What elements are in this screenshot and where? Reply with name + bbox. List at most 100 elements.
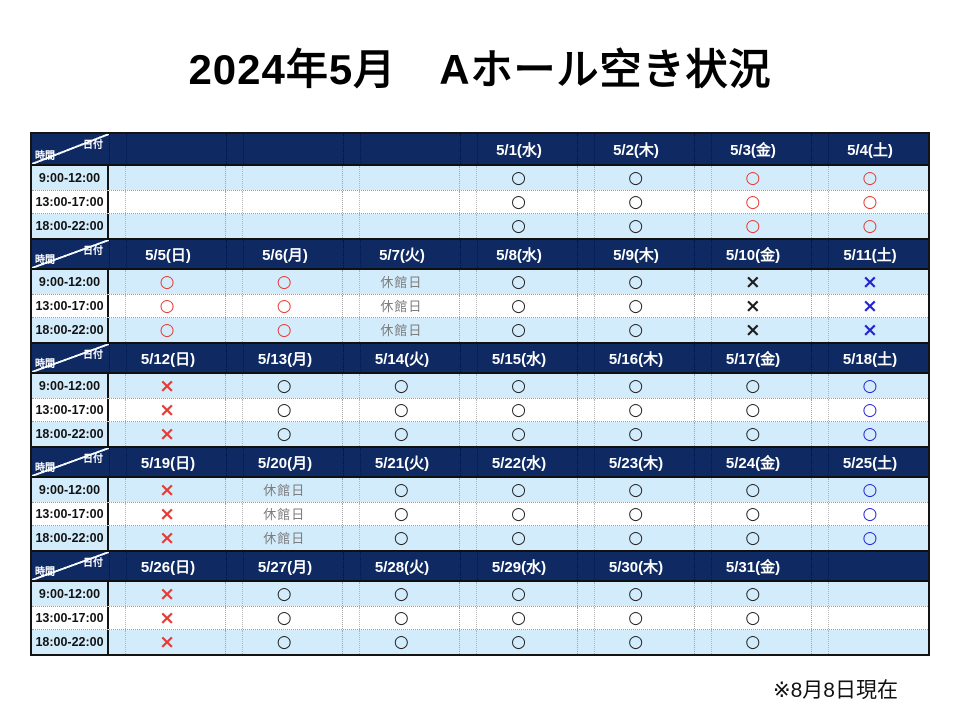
date-header-cell: 5/26(日) bbox=[109, 552, 226, 580]
unavailable-cross-symbol: × bbox=[159, 526, 176, 549]
availability-cell: × bbox=[109, 582, 225, 606]
available-circle-symbol: ○ bbox=[745, 479, 761, 500]
time-row: 18:00-22:00 × 休館日 ○ ○ ○ ○ ○ bbox=[32, 526, 928, 550]
closed-day-label: 休館日 bbox=[380, 298, 423, 314]
availability-cell: ○ bbox=[693, 191, 811, 213]
availability-cell: × bbox=[109, 422, 225, 446]
available-circle-symbol: ○ bbox=[745, 423, 761, 444]
available-circle-symbol: ○ bbox=[511, 271, 526, 292]
time-corner-label: 時間 bbox=[35, 151, 55, 162]
available-circle-symbol: ○ bbox=[276, 583, 292, 604]
time-corner-label: 時間 bbox=[35, 463, 55, 474]
availability-cell: ○ bbox=[693, 422, 811, 446]
availability-cell: × bbox=[109, 526, 225, 550]
date-header-cell: 5/23(木) bbox=[577, 448, 694, 476]
available-circle-symbol: ○ bbox=[628, 375, 644, 396]
availability-cell: ○ bbox=[342, 607, 459, 629]
available-circle-symbol: ○ bbox=[511, 423, 526, 444]
availability-cell: ○ bbox=[459, 422, 576, 446]
availability-cell: ○ bbox=[576, 582, 694, 606]
availability-cell: ○ bbox=[810, 422, 928, 446]
available-circle-symbol: ○ bbox=[393, 479, 409, 500]
availability-cell: ○ bbox=[810, 478, 928, 502]
available-circle-symbol: ○ bbox=[862, 527, 878, 548]
availability-cell: 休館日 bbox=[342, 270, 459, 294]
availability-cell: × bbox=[109, 399, 225, 421]
time-label-cell: 13:00-17:00 bbox=[32, 399, 109, 421]
availability-cell bbox=[810, 630, 928, 654]
date-header-cell: 5/4(土) bbox=[811, 134, 928, 164]
availability-cell: ○ bbox=[810, 503, 928, 525]
available-circle-symbol: ○ bbox=[276, 607, 292, 628]
available-circle-symbol: ○ bbox=[628, 319, 644, 340]
closed-day-label: 休館日 bbox=[380, 322, 423, 338]
unavailable-cross-symbol: × bbox=[861, 294, 878, 317]
availability-cell: ○ bbox=[342, 503, 459, 525]
time-corner-label: 時間 bbox=[35, 255, 55, 266]
week-header-row: 日付 時間 5/19(日) 5/20(月) 5/21(火) 5/22(水) 5/23(木) 5… bbox=[32, 446, 928, 478]
availability-cell: × bbox=[810, 318, 928, 342]
available-circle-symbol: ○ bbox=[862, 167, 878, 188]
available-circle-symbol: ○ bbox=[628, 271, 644, 292]
availability-cell: ○ bbox=[459, 214, 576, 238]
availability-cell: ○ bbox=[693, 582, 811, 606]
availability-cell bbox=[342, 214, 459, 238]
time-row: 13:00-17:00 ○ ○ 休館日 ○ ○ × × bbox=[32, 294, 928, 318]
available-circle-symbol: ○ bbox=[628, 215, 644, 236]
week-header-row: 日付 時間 5/5(日) 5/6(月) 5/7(火) 5/8(水) 5/9(木) 5/10(金… bbox=[32, 238, 928, 270]
closed-day-label: 休館日 bbox=[263, 506, 306, 522]
time-row: 13:00-17:00 × ○ ○ ○ ○ ○ bbox=[32, 606, 928, 630]
availability-cell: ○ bbox=[693, 607, 811, 629]
time-label-cell: 13:00-17:00 bbox=[32, 295, 109, 317]
availability-cell: ○ bbox=[225, 607, 342, 629]
available-circle-symbol: ○ bbox=[862, 479, 878, 500]
available-circle-symbol: ○ bbox=[745, 527, 761, 548]
availability-cell: ○ bbox=[693, 478, 811, 502]
available-circle-symbol: ○ bbox=[862, 191, 878, 212]
time-row: 9:00-12:00 × 休館日 ○ ○ ○ ○ ○ bbox=[32, 478, 928, 502]
date-header-cell: 5/19(日) bbox=[109, 448, 226, 476]
available-circle-symbol: ○ bbox=[628, 167, 644, 188]
availability-cell: ○ bbox=[225, 270, 342, 294]
availability-cell: ○ bbox=[225, 399, 342, 421]
availability-cell: × bbox=[693, 295, 811, 317]
date-header-cell: 5/7(火) bbox=[343, 240, 460, 268]
unavailable-cross-symbol: × bbox=[159, 582, 176, 605]
available-circle-symbol: ○ bbox=[745, 375, 761, 396]
available-circle-symbol: ○ bbox=[393, 375, 409, 396]
availability-cell: × bbox=[109, 374, 225, 398]
available-circle-symbol: ○ bbox=[862, 215, 878, 236]
unavailable-cross-symbol: × bbox=[861, 270, 878, 293]
date-header-cell: 5/30(木) bbox=[577, 552, 694, 580]
availability-cell: ○ bbox=[459, 526, 576, 550]
unavailable-cross-symbol: × bbox=[744, 318, 761, 341]
time-corner-label: 時間 bbox=[35, 359, 55, 370]
availability-cell: ○ bbox=[109, 318, 225, 342]
availability-cell bbox=[225, 166, 342, 190]
availability-cell bbox=[342, 191, 459, 213]
unavailable-cross-symbol: × bbox=[159, 630, 176, 653]
date-corner-label: 日付 bbox=[83, 246, 103, 257]
available-circle-symbol: ○ bbox=[628, 479, 644, 500]
availability-cell: ○ bbox=[693, 374, 811, 398]
date-header-cell: 5/9(木) bbox=[577, 240, 694, 268]
available-circle-symbol: ○ bbox=[628, 295, 644, 316]
time-row: 18:00-22:00 ○ ○ 休館日 ○ ○ × × bbox=[32, 318, 928, 342]
date-header-cell bbox=[343, 134, 460, 164]
availability-cell: ○ bbox=[576, 478, 694, 502]
available-circle-symbol: ○ bbox=[745, 215, 761, 236]
availability-cell: ○ bbox=[459, 166, 576, 190]
date-header-cell: 5/3(金) bbox=[694, 134, 811, 164]
time-row: 18:00-22:00 × ○ ○ ○ ○ ○ bbox=[32, 630, 928, 654]
date-header-cell: 5/5(日) bbox=[109, 240, 226, 268]
availability-cell: ○ bbox=[459, 270, 576, 294]
availability-cell: ○ bbox=[693, 526, 811, 550]
availability-cell: ○ bbox=[342, 422, 459, 446]
date-header-cell: 5/1(水) bbox=[460, 134, 577, 164]
time-label-cell: 18:00-22:00 bbox=[32, 630, 109, 654]
availability-cell: ○ bbox=[576, 526, 694, 550]
page-title: 2024年5月 Aホール空き状況 bbox=[188, 46, 772, 93]
availability-cell: ○ bbox=[810, 374, 928, 398]
time-label-cell: 13:00-17:00 bbox=[32, 503, 109, 525]
availability-cell: ○ bbox=[225, 374, 342, 398]
